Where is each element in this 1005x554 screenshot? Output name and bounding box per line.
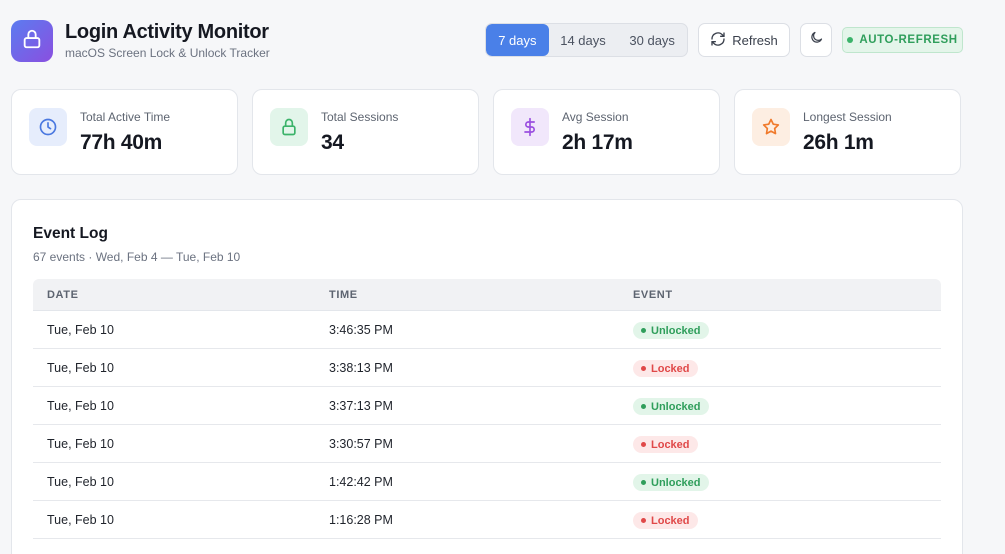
stat-card-total-active-time: Total Active Time 77h 40m [11,89,238,175]
event-label: Unlocked [651,476,701,489]
row-date: Tue, Feb 10 [47,361,114,375]
event-log-subtitle: 67 events · Wed, Feb 4 — Tue, Feb 10 [33,250,241,264]
stat-card-avg-session: Avg Session 2h 17m [493,89,720,175]
locked-badge: Locked [633,436,698,453]
range-7-days-button[interactable]: 7 days [486,24,549,56]
table-row[interactable]: Tue, Feb 10 3:38:13 PM Locked [33,349,941,387]
refresh-icon [710,31,726,50]
event-label: Unlocked [651,324,701,337]
table-row[interactable]: Tue, Feb 10 3:37:13 PM Unlocked [33,387,941,425]
stat-label: Avg Session [562,110,629,124]
table-row[interactable]: Tue, Feb 10 3:46:35 PM Unlocked [33,311,941,349]
theme-toggle-button[interactable] [800,23,832,57]
app-title: Login Activity Monitor [65,21,269,43]
auto-refresh-label: AUTO-REFRESH [859,34,958,46]
column-header-date[interactable]: DATE [47,289,79,301]
app-subtitle: macOS Screen Lock & Unlock Tracker [65,46,270,60]
app-logo [11,20,53,62]
status-dot-icon [641,404,646,409]
table-row[interactable]: Tue, Feb 10 1:16:28 PM Locked [33,501,941,539]
unlocked-badge: Unlocked [633,474,709,491]
row-time: 3:30:57 PM [329,437,393,451]
column-header-event[interactable]: EVENT [633,289,673,301]
table-row[interactable]: Tue, Feb 10 3:30:57 PM Locked [33,425,941,463]
range-selector: 7 days 14 days 30 days [485,23,688,57]
row-date: Tue, Feb 10 [47,513,114,527]
event-log-title: Event Log [33,225,108,242]
event-label: Locked [651,438,690,451]
status-dot-icon [641,442,646,447]
unlocked-badge: Unlocked [633,398,709,415]
table-body: Tue, Feb 10 3:46:35 PM Unlocked Tue, Feb 10… [33,311,941,539]
event-label: Locked [651,362,690,375]
lock-icon [21,28,43,55]
locked-badge: Locked [633,512,698,529]
event-table: DATE TIME EVENT Tue, Feb 10 3:46:35 PM Unl… [33,279,941,539]
stats-row: Total Active Time 77h 40m Total Sessions… [11,89,963,175]
refresh-label: Refresh [732,32,778,48]
range-14-days-button[interactable]: 14 days [560,32,606,48]
status-dot-icon [641,366,646,371]
row-date: Tue, Feb 10 [47,475,114,489]
refresh-button[interactable]: Refresh [698,23,790,57]
stat-label: Total Sessions [321,110,399,124]
status-dot-icon [641,518,646,523]
event-label: Unlocked [651,400,701,413]
stat-label: Longest Session [803,110,892,124]
row-time: 1:16:28 PM [329,513,393,527]
table-header: DATE TIME EVENT [33,279,941,311]
stat-value: 26h 1m [803,131,874,154]
status-dot-icon [641,328,646,333]
stat-label: Total Active Time [80,110,171,124]
row-time: 1:42:42 PM [329,475,393,489]
unlocked-badge: Unlocked [633,322,709,339]
row-time: 3:38:13 PM [329,361,393,375]
range-30-days-button[interactable]: 30 days [629,32,675,48]
stat-card-total-sessions: Total Sessions 34 [252,89,479,175]
auto-refresh-badge: AUTO-REFRESH [842,27,963,53]
event-label: Locked [651,514,690,527]
row-date: Tue, Feb 10 [47,323,114,337]
clock-icon [29,108,67,146]
status-dot-icon [641,480,646,485]
moon-icon [809,30,824,50]
row-time: 3:37:13 PM [329,399,393,413]
status-dot-icon [847,37,854,43]
dollar-icon [511,108,549,146]
event-log-panel: Event Log 67 events · Wed, Feb 4 — Tue, … [11,199,963,554]
stat-value: 77h 40m [80,131,162,154]
locked-badge: Locked [633,360,698,377]
row-date: Tue, Feb 10 [47,437,114,451]
lock-icon [270,108,308,146]
star-icon [752,108,790,146]
stat-value: 34 [321,131,344,154]
stat-card-longest-session: Longest Session 26h 1m [734,89,961,175]
header: Login Activity Monitor macOS Screen Lock… [11,19,963,63]
table-row[interactable]: Tue, Feb 10 1:42:42 PM Unlocked [33,463,941,501]
row-time: 3:46:35 PM [329,323,393,337]
stat-value: 2h 17m [562,131,633,154]
column-header-time[interactable]: TIME [329,289,358,301]
row-date: Tue, Feb 10 [47,399,114,413]
